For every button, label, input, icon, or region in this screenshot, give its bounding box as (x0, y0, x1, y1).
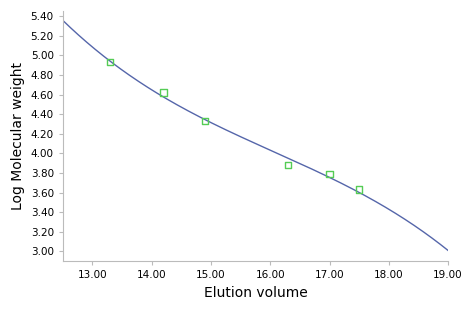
Point (356, 187, 363, 192)
X-axis label: Elution volume: Elution volume (203, 286, 307, 300)
Point (201, 118, 209, 123)
Y-axis label: Log Molecular weight: Log Molecular weight (11, 62, 25, 210)
Point (107, 60, 114, 65)
Point (160, 90, 167, 95)
Point (284, 163, 292, 168)
Point (326, 171, 333, 176)
